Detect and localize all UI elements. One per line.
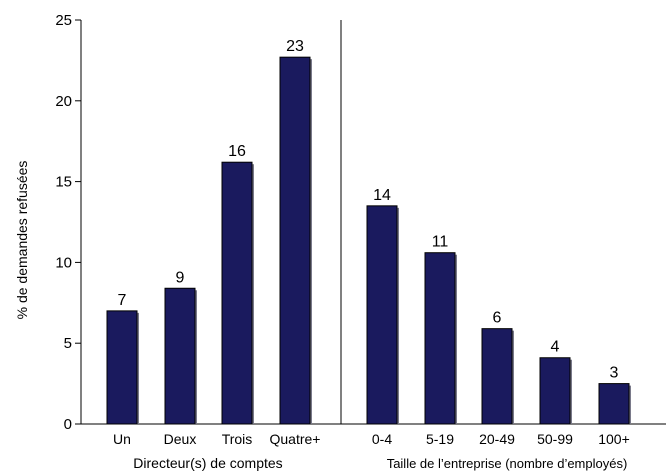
y-tick-label: 15 <box>55 174 72 191</box>
y-tick-label: 20 <box>55 93 72 110</box>
labels: 7 Un 9 Deux 16 Trois 23 Quatre+ Directeur(s) de … <box>113 38 630 471</box>
group-label: Taille de l’entreprise (nombre d’employé… <box>387 456 628 471</box>
bar <box>279 56 311 425</box>
data-label: 16 <box>228 143 246 160</box>
data-label: 9 <box>176 269 185 286</box>
category-label: 100+ <box>598 431 630 447</box>
category-label: 50-99 <box>537 431 573 447</box>
data-label: 6 <box>493 310 502 327</box>
bar <box>366 205 398 425</box>
bar <box>598 383 630 425</box>
y-tick-label: 0 <box>64 416 72 433</box>
group-label: Directeur(s) de comptes <box>133 455 282 471</box>
y-tick-label: 25 <box>55 12 72 29</box>
y-axis-label: % de demandes refusées <box>14 161 30 320</box>
y-ticks: 0 5 10 15 20 25 <box>55 12 81 433</box>
data-label: 14 <box>373 187 391 204</box>
category-label: Quatre+ <box>270 431 321 447</box>
data-label: 7 <box>118 292 127 309</box>
category-label: 0-4 <box>372 431 392 447</box>
data-label: 23 <box>286 38 304 55</box>
category-label: Trois <box>222 431 253 447</box>
data-label: 3 <box>610 365 619 382</box>
bars <box>106 56 631 425</box>
bar <box>424 252 456 425</box>
category-label: Un <box>113 431 131 447</box>
category-label: 5-19 <box>426 431 454 447</box>
bar <box>164 287 196 425</box>
bar <box>539 357 571 425</box>
category-label: Deux <box>164 431 197 447</box>
y-tick-label: 10 <box>55 254 72 271</box>
bar <box>106 310 138 425</box>
bar <box>481 328 513 425</box>
data-label: 4 <box>551 339 560 356</box>
axes: 0 5 10 15 20 25 <box>55 12 666 433</box>
bar <box>221 161 253 425</box>
data-label: 11 <box>432 234 449 251</box>
category-label: 20-49 <box>479 431 515 447</box>
y-tick-label: 5 <box>64 335 72 352</box>
